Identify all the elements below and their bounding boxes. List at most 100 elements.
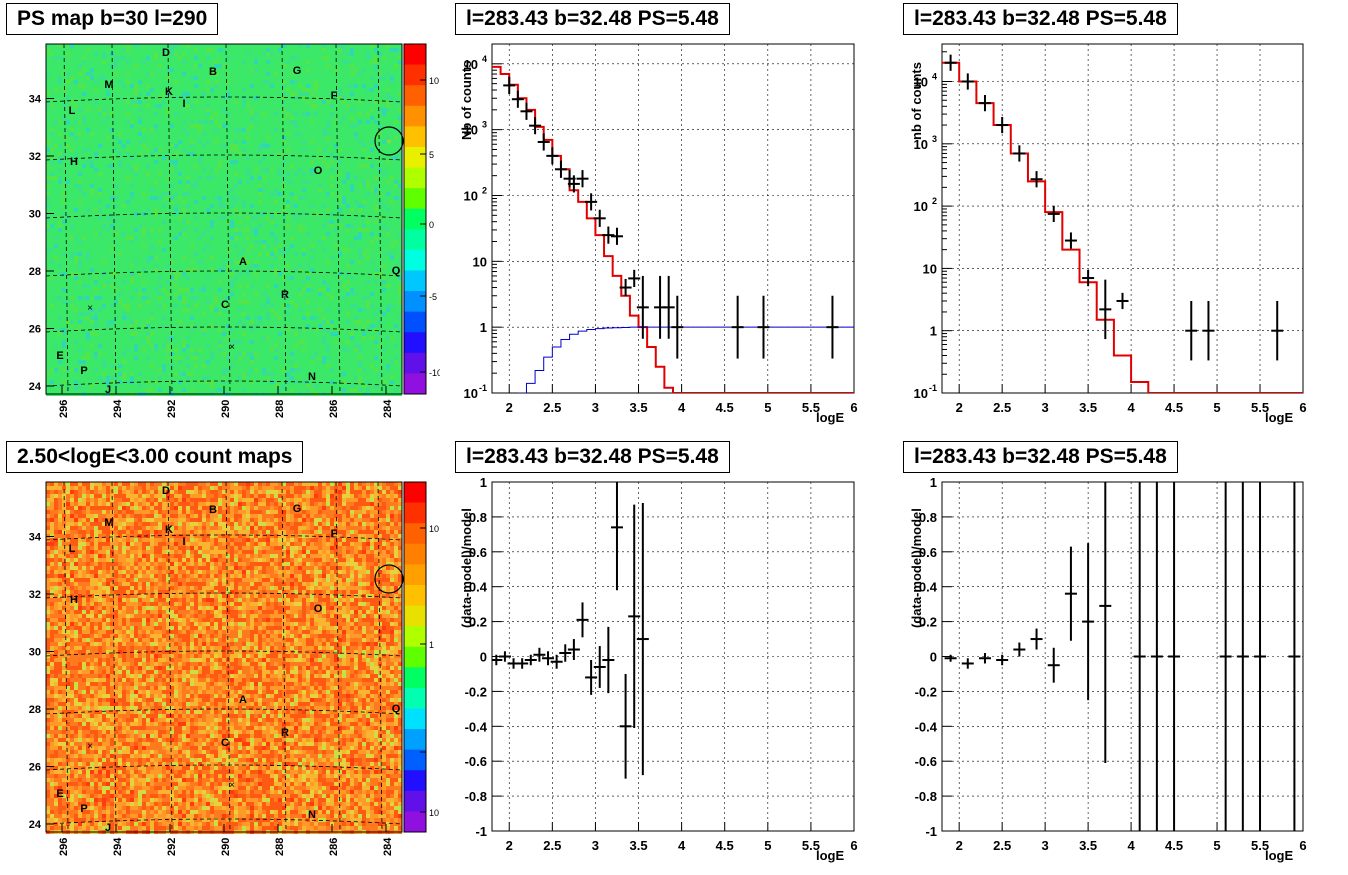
data-point [550, 654, 563, 669]
data-point [1013, 642, 1026, 657]
residual-b-title: l=283.43 b=32.48 PS=5.48 [903, 441, 1178, 473]
data-point [628, 269, 641, 288]
colorbar-tick: 0 [429, 220, 434, 230]
ps-map: + × × D B G M KI F L H O A Q R C E P N J 296 294 292 290 288 286 2… [29, 43, 440, 418]
region-label-c: C [221, 737, 229, 749]
data-point [593, 646, 606, 688]
data-point [1288, 482, 1301, 831]
data-point [537, 133, 550, 151]
data-point [1047, 647, 1060, 683]
x-tick-label-2: 2 [956, 838, 963, 853]
data-point [1047, 205, 1060, 223]
x-tick-label-4.5: 4.5 [1165, 838, 1183, 853]
region-label-i: I [182, 536, 185, 548]
map-y-tick-34: 34 [29, 532, 42, 544]
y-tick-label: 1 [930, 324, 937, 339]
x-tick-label-6: 6 [1299, 838, 1306, 853]
region-label-d: D [162, 485, 170, 497]
region-label-r: R [281, 289, 289, 301]
y-tick-label: 10 [923, 261, 937, 276]
data-point [1013, 145, 1026, 162]
y-tick-label: 10 [464, 123, 478, 138]
data-point [1168, 482, 1181, 831]
cross-marker: × [229, 780, 235, 791]
ps-map-title: PS map b=30 l=290 [6, 3, 219, 35]
data-point [576, 602, 589, 638]
x-tick-label-3.5: 3.5 [1079, 400, 1097, 415]
map-y-tick-26: 26 [29, 762, 41, 774]
spectrum-a-ylabel: Nb of counts [459, 60, 474, 140]
data-point [619, 278, 632, 297]
map-y-tick-28: 28 [29, 704, 41, 716]
region-label-c: C [221, 299, 229, 311]
x-tick-label-2: 2 [506, 400, 513, 415]
data-point [567, 175, 580, 193]
data-point [1271, 300, 1284, 361]
data-point [542, 651, 555, 666]
x-tick-label-6: 6 [850, 838, 857, 853]
x-tick-label-5: 5 [764, 400, 771, 415]
map-y-tick-24: 24 [29, 381, 42, 393]
region-label-n: N [308, 371, 316, 383]
y-tick-label--0.8: -0.8 [465, 789, 487, 804]
y-tick-exponent: 3 [932, 134, 937, 144]
data-point [1202, 300, 1215, 361]
map-x-tick-284: 284 [382, 837, 394, 856]
data-point [826, 295, 839, 359]
data-point [1099, 482, 1112, 763]
data-point [944, 654, 957, 662]
data-point [1030, 628, 1043, 650]
x-tick-label-5: 5 [764, 838, 771, 853]
map-x-tick-290: 290 [220, 838, 232, 856]
map-y-tick-32: 32 [29, 151, 41, 163]
data-point [996, 654, 1009, 666]
x-tick-label-5.5: 5.5 [1251, 400, 1269, 415]
region-label-h: H [70, 156, 78, 168]
data-point [576, 170, 589, 188]
data-point [961, 73, 974, 90]
colorbar [403, 43, 427, 395]
x-tick-label-5.5: 5.5 [1251, 838, 1269, 853]
data-point [610, 227, 623, 245]
map-y-tick-30: 30 [29, 209, 41, 221]
map-x-tick-292: 292 [166, 838, 178, 856]
map-coordinate-grid [45, 481, 403, 833]
region-label-b: B [209, 66, 217, 78]
region-label-m: M [104, 517, 113, 529]
x-tick-label-5: 5 [1213, 838, 1220, 853]
data-point [533, 647, 546, 662]
data-point [1064, 232, 1077, 249]
data-point [1064, 546, 1077, 641]
map-pixels [46, 44, 402, 396]
data-point [554, 160, 567, 178]
y-tick-label: 10 [473, 254, 487, 269]
x-tick-label-2: 2 [506, 838, 513, 853]
x-tick-label-4: 4 [678, 400, 686, 415]
residual-a-xlabel: logE [816, 848, 845, 863]
x-tick-label-5.5: 5.5 [802, 400, 820, 415]
y-tick-label: 10 [914, 199, 928, 214]
data-point [498, 651, 511, 662]
colorbar-tick: 10 [429, 524, 439, 534]
data-point [524, 654, 537, 666]
colorbar-tick: 1 [429, 640, 434, 650]
region-label-l: L [69, 105, 76, 117]
data-point [628, 504, 641, 729]
y-tick-exponent: -1 [479, 383, 487, 393]
data-point [636, 275, 649, 339]
y-tick-exponent: 2 [932, 196, 937, 206]
region-label-e: E [56, 350, 63, 362]
residual-b-ylabel: (data-model)/model [909, 508, 924, 628]
data-point [492, 654, 503, 666]
data-point [610, 482, 623, 591]
map-x-tick-290: 290 [220, 400, 232, 418]
region-label-j: J [105, 384, 111, 396]
count-map-title: 2.50<logE<3.00 count maps [6, 441, 304, 473]
data-point [503, 76, 516, 94]
y-tick-label-0.6: 0.6 [919, 545, 937, 560]
region-label-o: O [314, 165, 323, 177]
y-tick-label-0: 0 [480, 650, 487, 665]
x-tick-label-2.5: 2.5 [543, 838, 561, 853]
y-tick-exponent: 3 [482, 120, 487, 130]
